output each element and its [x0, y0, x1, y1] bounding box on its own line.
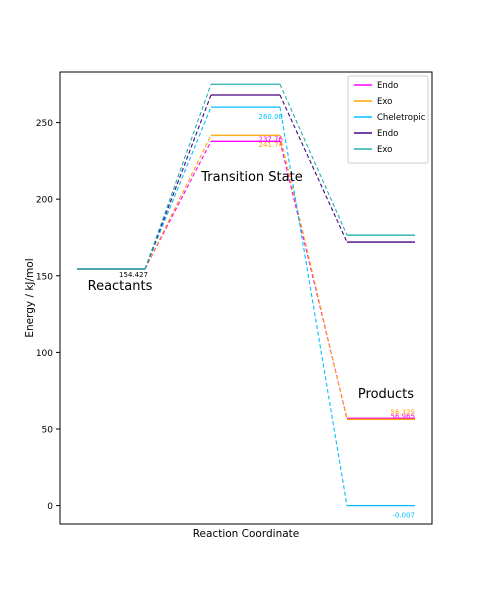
data-label-series-2-stage-2: 241.74 — [259, 141, 284, 149]
data-label-series-3-stage-2: 260.08 — [259, 113, 284, 121]
stage-label-products: Products — [358, 387, 414, 402]
data-label-series-1-stage-2: 237.76 — [259, 135, 284, 143]
connector-series-1-stage-1 — [144, 141, 212, 270]
x-axis-label: Reaction Coordinate — [193, 528, 300, 540]
legend-entry-1: Endo — [377, 81, 398, 91]
y-axis: 0 50 100 150 200 250 — [36, 119, 60, 512]
connector-series-4-stage-2 — [279, 94, 348, 243]
connector-series-5-stage-2 — [279, 84, 348, 236]
stage-label-transition-state: Transition State — [200, 170, 302, 185]
legend-entry-2: Exo — [377, 97, 392, 107]
legend-entry-5: Exo — [377, 145, 392, 155]
data-label-series-1-stage-3: 56.965 — [391, 412, 416, 420]
y-axis-label: Energy / kJ/mol — [24, 258, 36, 337]
y-tick-label-250: 250 — [36, 119, 53, 129]
plot-content: 237.76 56.965 241.74 56.325 260.08 -0.007 154.… — [77, 83, 416, 520]
y-tick-label-0: 0 — [47, 502, 53, 512]
stage-label-reactants: Reactants — [88, 279, 153, 294]
connector-series-2-stage-2 — [279, 135, 348, 420]
y-tick-label-200: 200 — [36, 196, 53, 206]
connector-series-2-stage-1 — [144, 134, 212, 270]
legend-entry-4: Endo — [377, 129, 398, 139]
plot-frame — [59, 71, 433, 525]
legend: Endo Exo Cheletropic Endo Exo — [347, 75, 429, 164]
connector-series-4-stage-1 — [144, 94, 212, 270]
legend-box — [347, 75, 429, 164]
connector-series-3-stage-2 — [279, 107, 348, 506]
y-tick-label-150: 150 — [36, 272, 53, 282]
connector-series-5-stage-1 — [144, 84, 212, 270]
data-label-series-2-stage-3: 56.325 — [391, 408, 416, 416]
series-3 — [77, 106, 415, 507]
data-label-series-3-stage-3: -0.007 — [392, 512, 415, 520]
legend-entry-3: Cheletropic — [377, 113, 426, 123]
y-tick-label-50: 50 — [42, 426, 54, 436]
data-label-series-5-stage-1: 154.427 — [119, 271, 148, 279]
y-tick-label-100: 100 — [36, 349, 53, 359]
connector-series-3-stage-1 — [144, 106, 212, 270]
series-5 — [77, 83, 415, 270]
